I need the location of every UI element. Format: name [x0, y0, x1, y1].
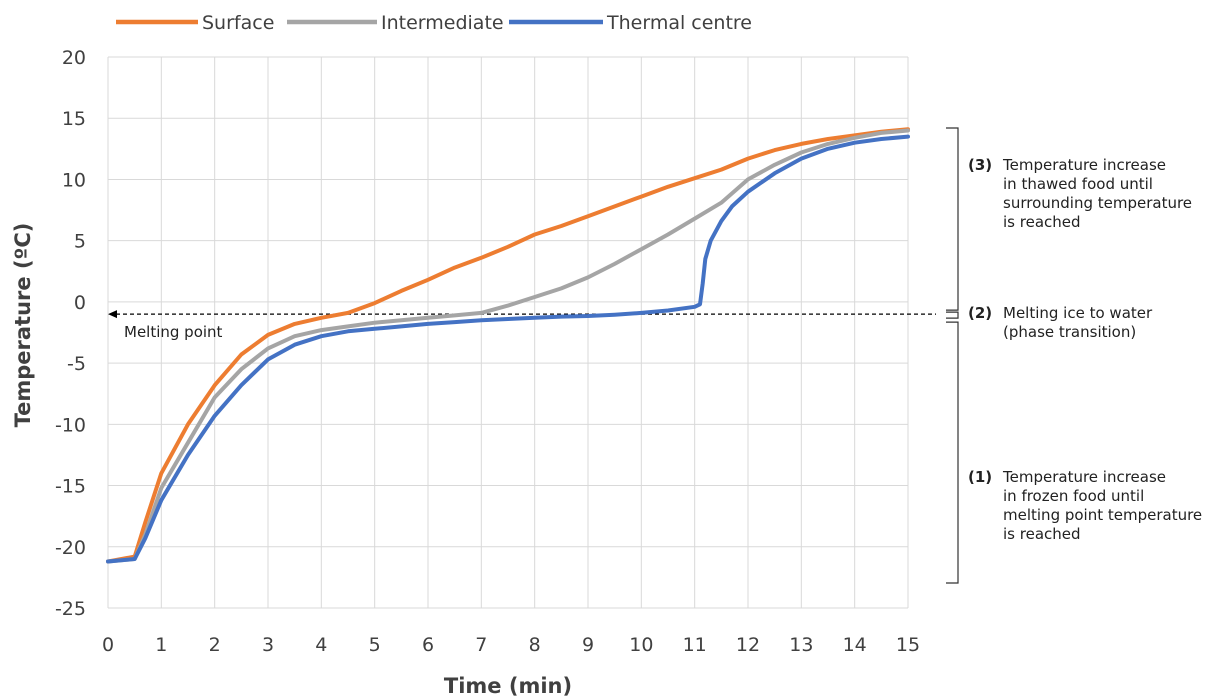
y-tick-label: -25	[55, 598, 86, 620]
x-tick-label: 13	[789, 634, 813, 656]
x-tick-label: 12	[736, 634, 760, 656]
x-tick-label: 1	[155, 634, 167, 656]
x-tick-label: 15	[896, 634, 920, 656]
phase-text-line: in frozen food until	[1003, 487, 1144, 505]
series-line-intermediate	[106, 128, 910, 564]
legend-item-thermal-centre: Thermal centre	[509, 12, 752, 34]
y-tick-label: 10	[62, 169, 86, 191]
y-tick-labels: 20 15 10 5 0 -5 -10 -15 -20 -25	[55, 47, 86, 620]
phase-number: (3)	[968, 156, 992, 174]
melting-point-label: Melting point	[124, 323, 223, 341]
phase-text-line: surrounding temperature	[1003, 194, 1192, 212]
x-tick-labels: 0 1 2 3 4 5 6 7 8 9 10 11 12 13 14 15	[102, 634, 920, 656]
phase-text-line: is reached	[1003, 213, 1081, 231]
x-tick-label: 8	[529, 634, 541, 656]
x-tick-label: 7	[475, 634, 487, 656]
y-tick-label: -20	[55, 537, 86, 559]
x-tick-label: 9	[582, 634, 594, 656]
melting-point-line: Melting point	[108, 310, 936, 341]
phase-number: (1)	[968, 468, 992, 486]
x-tick-label: 3	[262, 634, 274, 656]
melting-point-arrowhead	[108, 310, 117, 319]
series-line-surface	[106, 127, 910, 564]
legend-item-intermediate: Intermediate	[287, 12, 504, 34]
y-tick-label: 20	[62, 47, 86, 69]
y-tick-label: -15	[55, 476, 86, 498]
y-tick-label: 15	[62, 108, 86, 130]
x-tick-label: 2	[209, 634, 221, 656]
phase-bracket	[946, 311, 959, 319]
phase-number: (2)	[968, 304, 992, 322]
phase-text-line: melting point temperature	[1003, 506, 1202, 524]
phase-text-line: Temperature increase	[1002, 468, 1166, 486]
series-lines	[106, 127, 910, 564]
x-tick-label: 5	[369, 634, 381, 656]
phase-text-line: Temperature increase	[1002, 156, 1166, 174]
phase-text-line: is reached	[1003, 525, 1081, 543]
y-axis-title: Temperature (ºC)	[11, 223, 35, 428]
legend: Surface Intermediate Thermal centre	[116, 12, 752, 34]
y-tick-label: -5	[67, 353, 86, 375]
y-tick-label: -10	[55, 414, 86, 436]
phase-annotation-2: (2) Melting ice to water(phase transition…	[946, 304, 1153, 341]
legend-label: Thermal centre	[606, 12, 752, 34]
legend-label: Surface	[202, 12, 274, 34]
x-tick-label: 11	[683, 634, 707, 656]
legend-item-surface: Surface	[116, 12, 274, 34]
y-tick-label: 5	[74, 231, 86, 253]
series-line-thermal-centre	[106, 134, 910, 564]
y-tick-label: 0	[74, 292, 86, 314]
phase-bracket	[946, 321, 959, 584]
phase-bracket	[946, 127, 959, 311]
phase-text-line: (phase transition)	[1003, 323, 1136, 341]
x-tick-label: 14	[843, 634, 867, 656]
x-tick-label: 0	[102, 634, 114, 656]
x-axis-title: Time (min)	[444, 674, 572, 698]
x-tick-label: 6	[422, 634, 434, 656]
grid-lines	[107, 56, 909, 609]
phase-text-line: Melting ice to water	[1003, 304, 1153, 322]
legend-label: Intermediate	[381, 12, 504, 34]
x-tick-label: 10	[629, 634, 653, 656]
phase-text-line: in thawed food until	[1003, 175, 1153, 193]
x-tick-label: 4	[315, 634, 327, 656]
